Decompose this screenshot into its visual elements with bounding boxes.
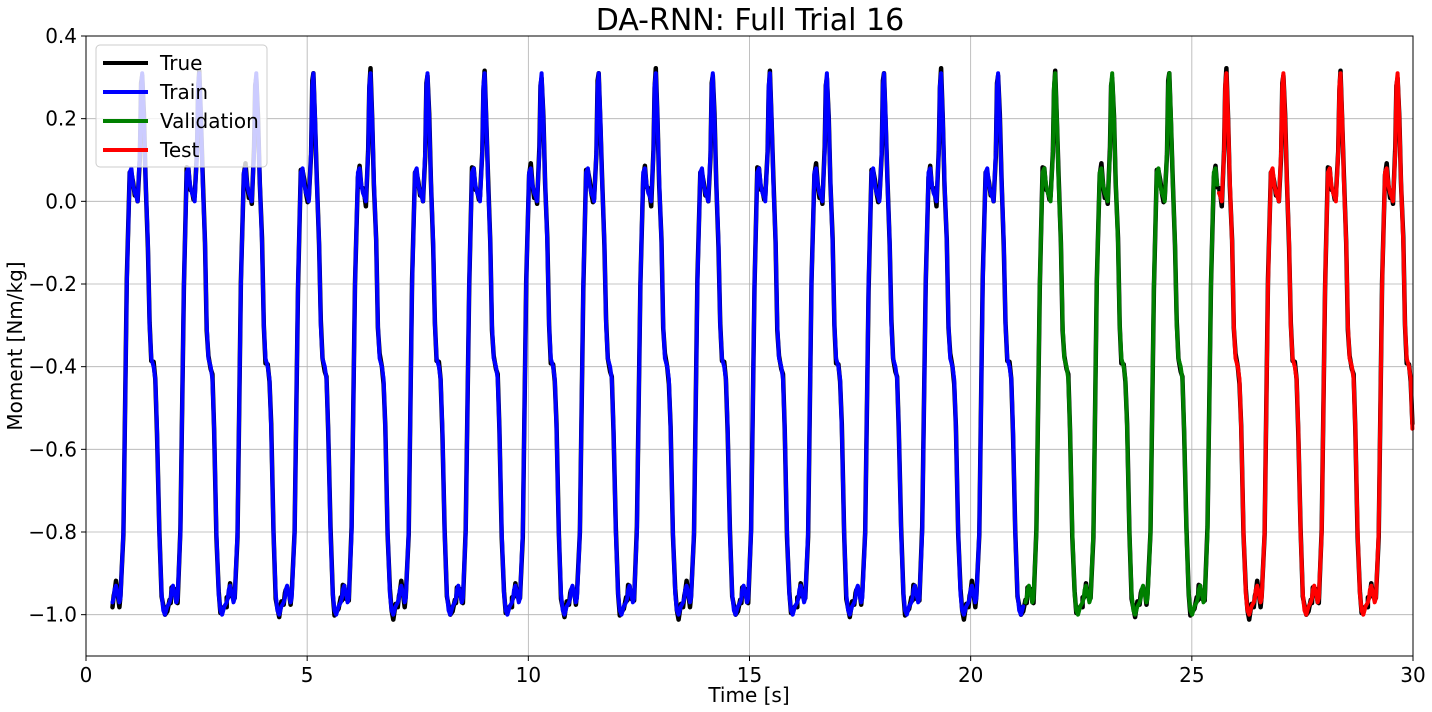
x-axis-label: Time [s]: [707, 683, 789, 707]
x-ticks: 0 5 10 15 20 25 30: [80, 656, 1426, 687]
y-tick-label: −0.2: [28, 272, 77, 296]
y-ticks: 0.4 0.2 0.0 −0.2 −0.4 −0.6 −0.8 −1.0: [28, 24, 86, 627]
legend-label-validation: Validation: [160, 109, 259, 133]
x-tick-label: 25: [1179, 663, 1204, 687]
series-line-train: [110, 71, 1026, 617]
series-line-validation: [1023, 71, 1220, 617]
x-tick-label: 10: [516, 663, 541, 687]
y-tick-label: −0.8: [28, 520, 77, 544]
legend-label-test: Test: [159, 138, 200, 162]
y-tick-label: −0.6: [28, 437, 77, 461]
x-tick-label: 0: [80, 663, 93, 687]
y-tick-label: 0.0: [45, 189, 77, 213]
y-axis-label: Moment [Nm/kg]: [3, 261, 27, 430]
chart-title: DA-RNN: Full Trial 16: [596, 3, 904, 38]
y-tick-label: −0.4: [28, 355, 77, 379]
legend-label-train: Train: [159, 80, 208, 104]
series-line-test: [1217, 71, 1415, 617]
legend-box: [95, 44, 268, 168]
legend-label-true: True: [159, 51, 202, 75]
y-tick-label: 0.4: [45, 24, 77, 48]
series-layer: [110, 65, 1415, 622]
x-tick-label: 5: [301, 663, 314, 687]
x-tick-label: 15: [737, 663, 762, 687]
y-tick-label: −1.0: [28, 603, 77, 627]
x-tick-label: 30: [1400, 663, 1425, 687]
x-tick-label: 20: [958, 663, 983, 687]
y-tick-label: 0.2: [45, 107, 77, 131]
legend: True Train Validation Test: [95, 44, 268, 168]
